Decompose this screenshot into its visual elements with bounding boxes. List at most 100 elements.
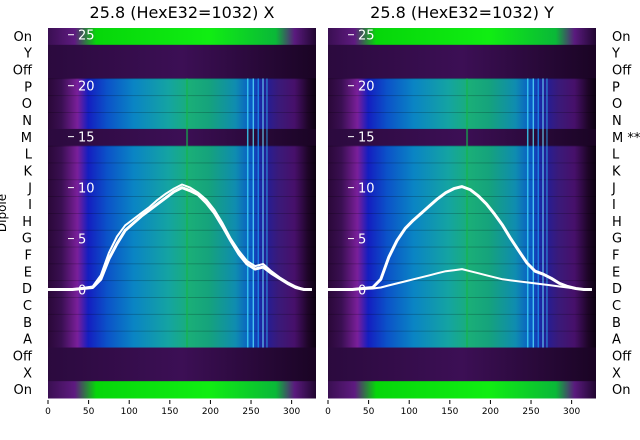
overlay-y-tick-label: 5 [78, 233, 86, 248]
heatmap-streak [526, 78, 529, 348]
heatmap-row [328, 162, 596, 180]
heatmap-row [328, 145, 596, 164]
y-category-label: M ** [612, 131, 640, 146]
y-category-label: N [22, 114, 32, 129]
x-tick-label: 0 [45, 407, 51, 417]
y-category-label: J [27, 181, 32, 196]
row-divider [328, 229, 596, 231]
heatmap-row [328, 196, 596, 214]
heatmap-row [48, 330, 316, 349]
row-divider [328, 179, 596, 181]
row-divider [328, 78, 596, 80]
y-category-label: B [23, 316, 32, 331]
overlay-y-tick-label: 0 [78, 284, 86, 299]
heatmap-row [328, 78, 596, 96]
x-tick-label: 50 [83, 407, 95, 417]
heatmap-streak [532, 78, 534, 348]
heatmap-streak [262, 78, 264, 348]
heatmap-row [48, 297, 316, 315]
heatmap-row [328, 95, 596, 113]
heatmap-row [328, 229, 596, 248]
heatmap-row [48, 229, 316, 248]
row-divider [328, 145, 596, 147]
y-category-label: A [23, 333, 32, 348]
row-divider [48, 112, 316, 113]
overlay-y-tick-label: 25 [78, 29, 95, 44]
heatmap-row [48, 364, 316, 382]
row-divider [328, 263, 596, 265]
overlay-y-tick-label: 10 [358, 182, 375, 197]
y-category-label: I [612, 198, 616, 213]
y-category-label: D [612, 282, 622, 297]
heatmap-row [48, 78, 316, 96]
x-tick-label: 250 [522, 407, 539, 417]
y-category-label: N [612, 114, 622, 129]
y-category-label: C [23, 299, 32, 314]
overlay-y-tick-label: 10 [78, 182, 95, 197]
y-category-label: C [612, 299, 621, 314]
heatmap-row [328, 28, 596, 46]
heatmap-row [48, 381, 316, 399]
y-category-label: Y [23, 47, 32, 62]
y-category-label: Off [13, 64, 33, 79]
x-tick-label: 150 [441, 407, 458, 417]
heatmap-row [48, 112, 316, 130]
heatmap-row [48, 162, 316, 180]
y-category-label: H [612, 215, 622, 230]
row-divider [328, 297, 596, 298]
heatmap-panel-2: 0 5 10 15 20 25 [328, 28, 596, 399]
y-category-label: L [612, 148, 620, 163]
y-category-label: F [25, 249, 32, 264]
overlay-y-tick-label: 25 [358, 29, 375, 44]
row-divider [328, 162, 596, 164]
row-divider [328, 313, 596, 315]
row-divider [48, 330, 316, 332]
y-category-label: Y [611, 47, 620, 62]
row-divider [328, 280, 596, 282]
heatmap-streak [186, 78, 189, 348]
row-divider [48, 78, 316, 80]
row-divider [328, 196, 596, 197]
heatmap-row [48, 128, 316, 147]
heatmap-row [328, 112, 596, 130]
heatmap-streak [257, 78, 260, 348]
row-divider [328, 246, 596, 248]
y-category-label: On [612, 383, 630, 398]
heatmap-row [328, 263, 596, 281]
heatmap-row [48, 44, 316, 63]
row-divider [48, 229, 316, 231]
y-category-label: K [23, 164, 32, 179]
heatmap-row [328, 381, 596, 399]
overlay-line-2 [48, 183, 312, 291]
x-tick-label: 100 [121, 407, 138, 417]
y-category-label: G [612, 232, 622, 247]
y-category-label: Off [13, 349, 33, 364]
heatmap-streak [542, 78, 544, 348]
x-tick-label: 250 [242, 407, 259, 417]
y-category-label: P [612, 80, 620, 95]
heatmap-row [48, 213, 316, 231]
y-category-label: X [23, 366, 32, 381]
row-divider [48, 179, 316, 181]
heatmap-row [48, 347, 316, 365]
row-divider [328, 213, 596, 214]
chart-title: 25.8 (HexE32=1032) X [90, 3, 275, 22]
heatmap-row [48, 263, 316, 281]
overlay-y-tick-label: 0 [358, 284, 366, 299]
heatmap-row [48, 313, 316, 332]
y-category-label: E [24, 265, 32, 280]
heatmap-row [328, 364, 596, 382]
heatmap-row [48, 246, 316, 264]
heatmap-panel-1: 0 5 10 15 20 25 [48, 28, 316, 399]
y-category-label: On [14, 30, 32, 45]
y-category-label: H [22, 215, 32, 230]
heatmap-row [48, 145, 316, 164]
x-tick-label: 200 [482, 407, 499, 417]
row-divider [48, 313, 316, 315]
y-category-label: E [612, 265, 620, 280]
row-divider [328, 330, 596, 332]
row-divider [48, 196, 316, 197]
heatmap-row [328, 330, 596, 349]
heatmap-row [328, 61, 596, 79]
